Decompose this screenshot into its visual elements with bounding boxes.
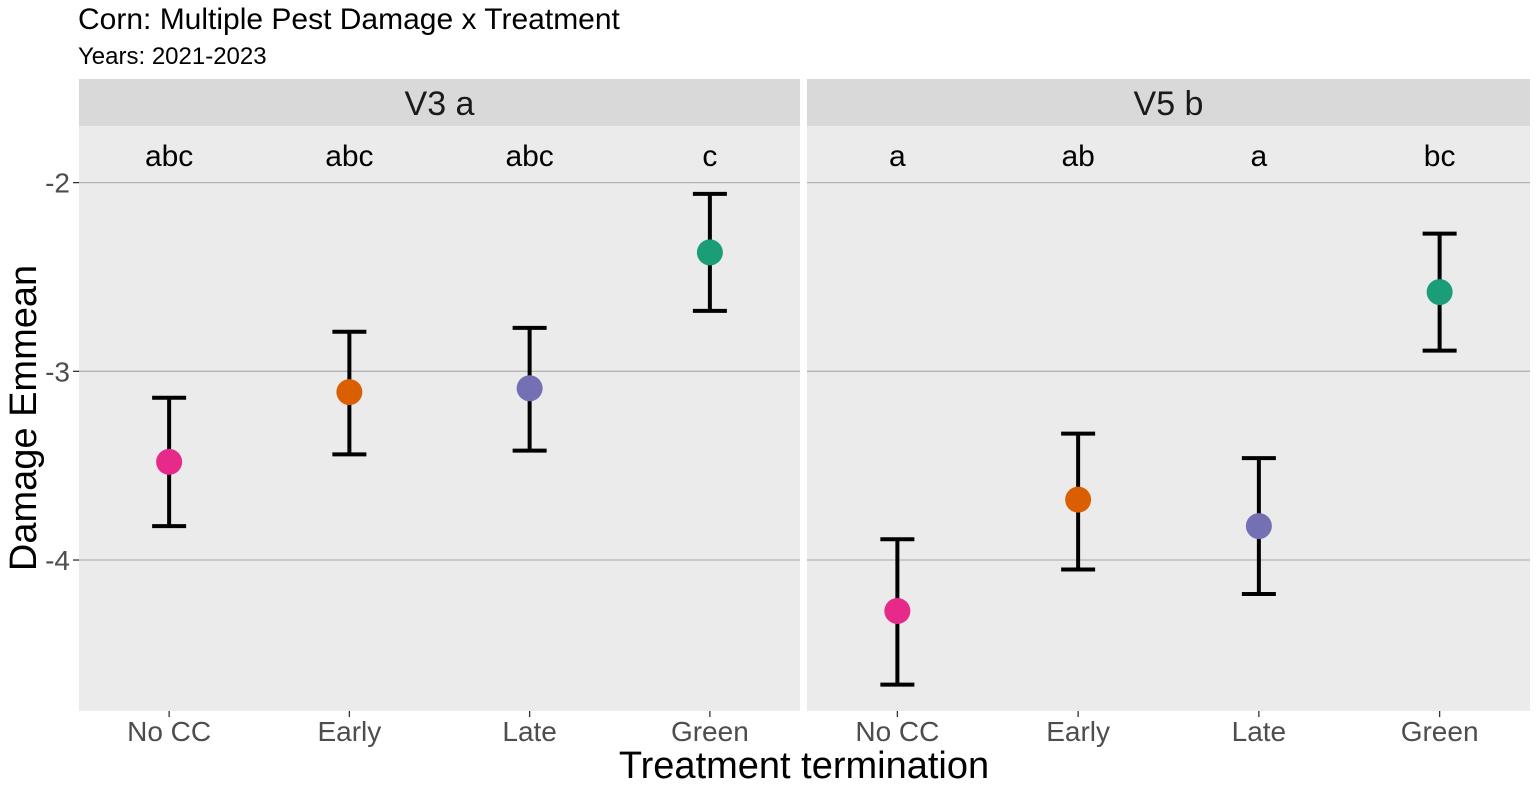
x-tick-label: No CC [855, 716, 939, 747]
significance-letter: abc [325, 140, 373, 173]
y-tick-label: -3 [45, 356, 70, 387]
facet-strip [807, 79, 1530, 126]
x-tick-label: Early [1046, 716, 1110, 747]
significance-letter: bc [1424, 140, 1456, 173]
emmean-point [336, 379, 363, 406]
significance-letter: a [1251, 140, 1268, 173]
facet-strip-label: V3 a [405, 85, 475, 123]
x-axis-title: Treatment termination [619, 745, 989, 787]
significance-letter: abc [145, 140, 193, 173]
significance-letter: abc [505, 140, 553, 173]
chart-subtitle: Years: 2021-2023 [78, 43, 267, 70]
x-tick-label: Early [317, 716, 381, 747]
emmean-point [696, 239, 723, 266]
chart-title: Corn: Multiple Pest Damage x Treatment [78, 3, 620, 36]
emmean-point [516, 375, 543, 402]
facet-strip-label: V5 b [1134, 85, 1204, 123]
emmean-point [1245, 513, 1272, 540]
significance-letter: c [702, 140, 717, 173]
facet-strip [79, 79, 800, 126]
significance-letter: ab [1061, 140, 1094, 173]
emmean-point [1426, 279, 1453, 306]
panel-background [79, 126, 800, 711]
x-tick-label: Late [502, 716, 557, 747]
panel-background [807, 126, 1530, 711]
y-tick-label: -2 [45, 168, 70, 199]
emmean-point [156, 448, 183, 475]
x-tick-label: Late [1232, 716, 1287, 747]
y-tick-label: -4 [45, 545, 70, 576]
emmean-point [1065, 486, 1092, 513]
x-tick-label: Green [671, 716, 749, 747]
emmean-point [884, 597, 911, 624]
significance-letter: a [889, 140, 906, 173]
y-axis-title: Damage Emmean [3, 265, 45, 571]
x-tick-label: No CC [127, 716, 211, 747]
x-tick-label: Green [1401, 716, 1479, 747]
